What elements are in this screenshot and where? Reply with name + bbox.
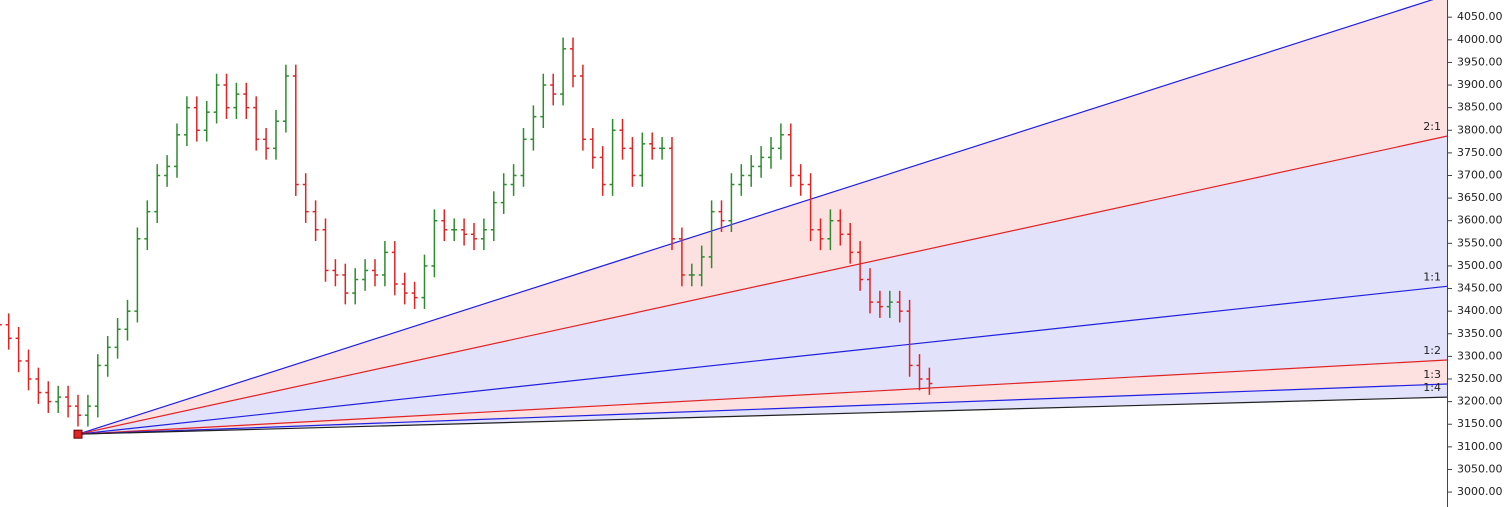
y-tick-label: 3000.00	[1457, 485, 1503, 498]
y-tick-label: 3700.00	[1457, 168, 1503, 181]
y-tick-label: 3650.00	[1457, 191, 1503, 204]
y-tick-label: 3900.00	[1457, 78, 1503, 91]
y-tick-label: 3450.00	[1457, 282, 1503, 295]
fan-label: 2:1	[1423, 120, 1441, 133]
y-tick-label: 3350.00	[1457, 327, 1503, 340]
fan-origin	[73, 429, 83, 439]
fan-line	[77, 135, 1448, 435]
y-tick-label: 4000.00	[1457, 33, 1503, 46]
y-tick-label: 3950.00	[1457, 55, 1503, 68]
y-tick-label: 4050.00	[1457, 10, 1503, 23]
y-tick-label: 3850.00	[1457, 101, 1503, 114]
fan-line	[77, 396, 1448, 435]
fan-fill	[78, 0, 1447, 435]
y-tick-label: 3250.00	[1457, 372, 1503, 385]
fan-line	[77, 383, 1448, 435]
y-tick-label: 3800.00	[1457, 123, 1503, 136]
fan-label: 1:3	[1423, 368, 1441, 381]
y-tick-label: 3200.00	[1457, 395, 1503, 408]
fan-label: 1:1	[1423, 270, 1441, 283]
y-tick-label: 3300.00	[1457, 349, 1503, 362]
fan-label: 1:4	[1423, 381, 1441, 394]
fan-line	[77, 285, 1448, 435]
fan-line	[77, 359, 1448, 435]
y-tick-label: 3150.00	[1457, 417, 1503, 430]
fan-line	[77, 0, 1434, 435]
y-tick-label: 3550.00	[1457, 236, 1503, 249]
y-tick-label: 3050.00	[1457, 462, 1503, 475]
y-tick-label: 3500.00	[1457, 259, 1503, 272]
fan-label: 1:2	[1423, 344, 1441, 357]
axis-bg	[1447, 0, 1510, 507]
y-tick-label: 3400.00	[1457, 304, 1503, 317]
y-tick-label: 3750.00	[1457, 146, 1503, 159]
y-tick-label: 3100.00	[1457, 440, 1503, 453]
y-tick-label: 3600.00	[1457, 214, 1503, 227]
